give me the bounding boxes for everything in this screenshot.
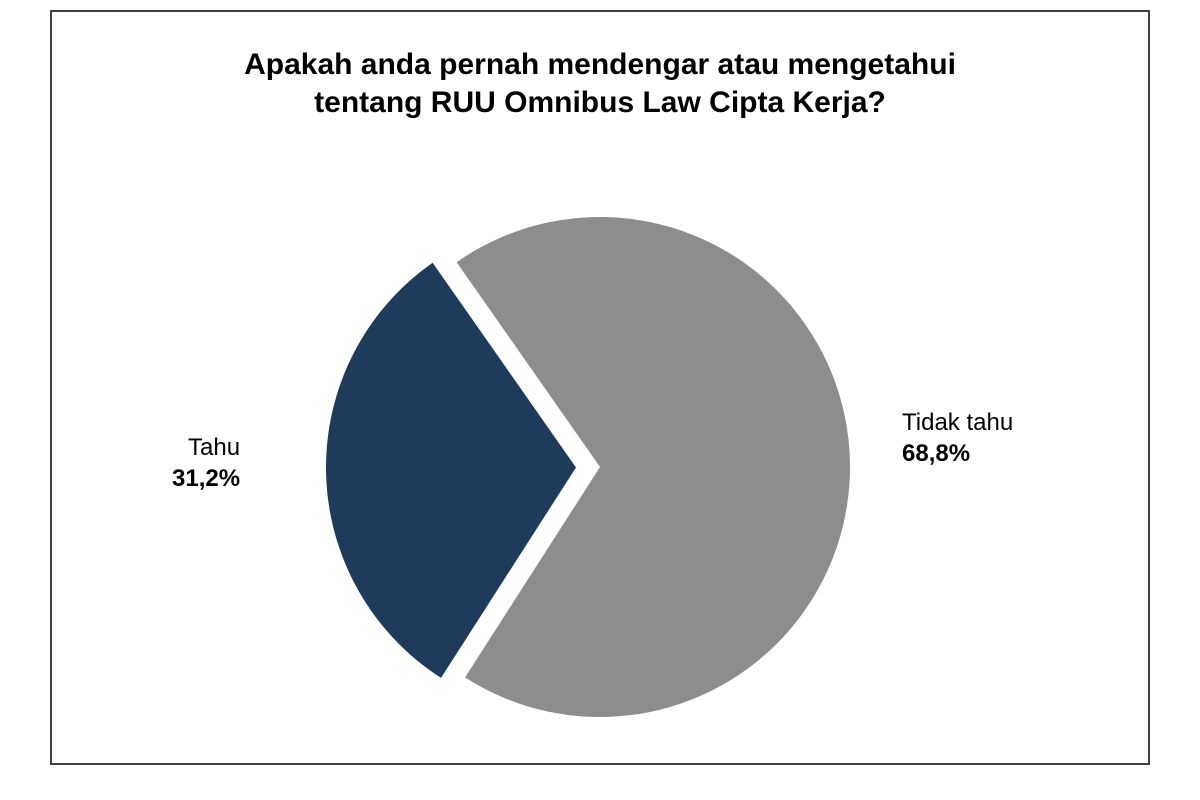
- pie-svg: [320, 187, 880, 747]
- slice-pct: 68,8%: [902, 438, 1013, 469]
- chart-canvas: Apakah anda pernah mendengar atau menget…: [0, 0, 1200, 800]
- slice-name: Tidak tahu: [902, 407, 1013, 438]
- pie-chart: [320, 187, 880, 752]
- slice-label-tahu: Tahu 31,2%: [172, 432, 240, 494]
- slice-name: Tahu: [172, 432, 240, 463]
- chart-title: Apakah anda pernah mendengar atau menget…: [52, 46, 1148, 121]
- title-line-1: Apakah anda pernah mendengar atau menget…: [244, 48, 956, 81]
- title-line-2: tentang RUU Omnibus Law Cipta Kerja?: [314, 86, 886, 119]
- slice-label-tidak-tahu: Tidak tahu 68,8%: [902, 407, 1013, 469]
- chart-frame: Apakah anda pernah mendengar atau menget…: [50, 10, 1150, 765]
- slice-pct: 31,2%: [172, 463, 240, 494]
